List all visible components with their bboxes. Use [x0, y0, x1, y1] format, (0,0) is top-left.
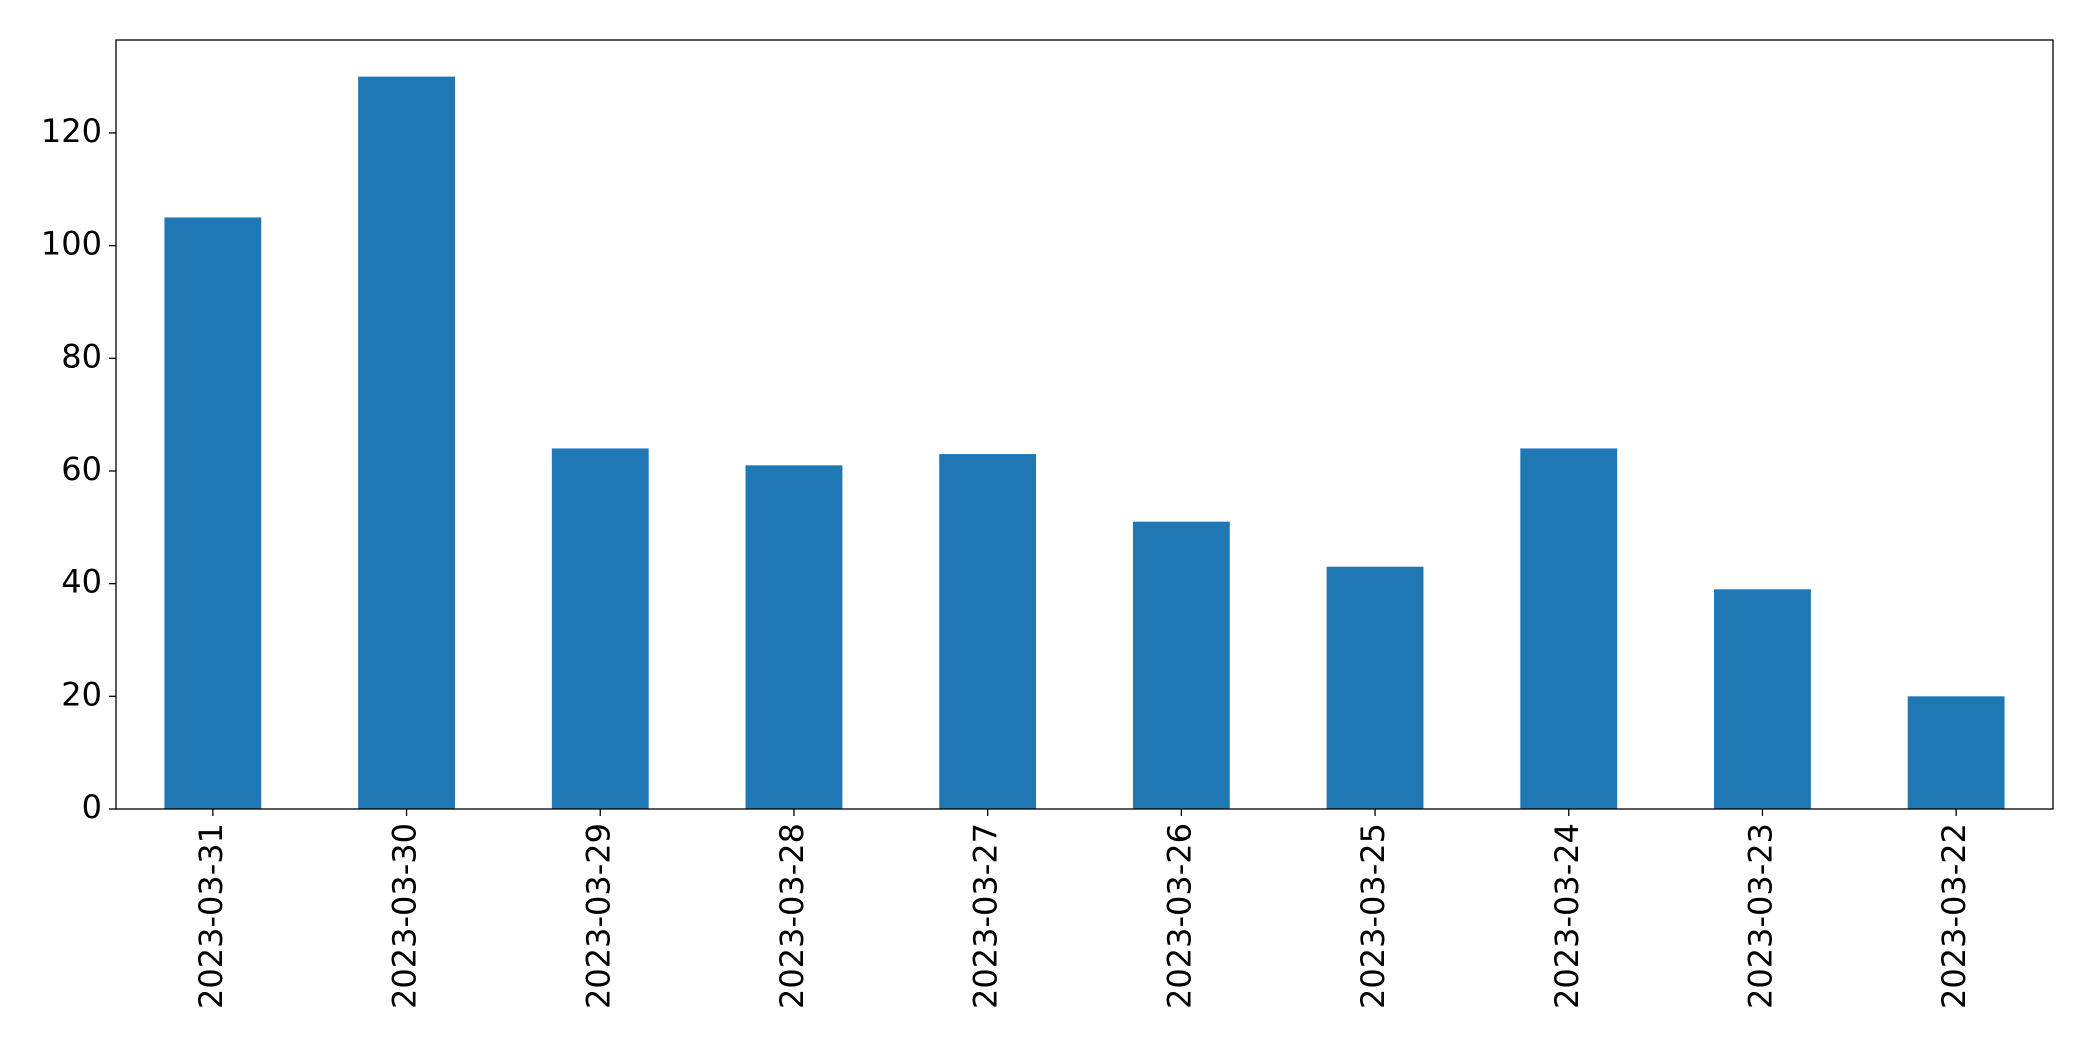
bar — [1326, 566, 1424, 809]
bar — [1714, 589, 1811, 809]
bar — [939, 454, 1037, 809]
x-tick-label: 2023-03-31 — [192, 823, 230, 1009]
y-tick-label: 60 — [61, 450, 102, 488]
y-tick-label: 80 — [61, 337, 102, 375]
bar — [1520, 448, 1618, 809]
bar — [1907, 696, 2005, 809]
y-tick-label: 120 — [41, 112, 102, 150]
x-tick-label: 2023-03-22 — [1935, 823, 1973, 1009]
x-tick-label: 2023-03-24 — [1548, 823, 1586, 1009]
axes-frame — [115, 39, 2054, 810]
bar — [164, 217, 262, 809]
y-tick-label: 0 — [82, 788, 102, 826]
x-tick-label: 2023-03-26 — [1160, 823, 1198, 1009]
x-tick-label: 2023-03-23 — [1741, 823, 1779, 1009]
y-tick-label: 100 — [41, 225, 102, 263]
bar — [358, 76, 455, 810]
x-tick-label: 2023-03-29 — [579, 823, 617, 1009]
x-tick-label: 2023-03-30 — [386, 823, 424, 1009]
bar — [551, 448, 649, 809]
x-tick-label: 2023-03-27 — [967, 823, 1005, 1009]
y-tick-label: 40 — [61, 563, 102, 601]
y-tick-label: 20 — [61, 675, 102, 713]
bar — [745, 465, 843, 809]
bar — [1132, 521, 1230, 809]
x-tick-label: 2023-03-28 — [773, 823, 811, 1009]
x-tick-label: 2023-03-25 — [1354, 823, 1392, 1009]
plot-area — [164, 76, 2005, 810]
